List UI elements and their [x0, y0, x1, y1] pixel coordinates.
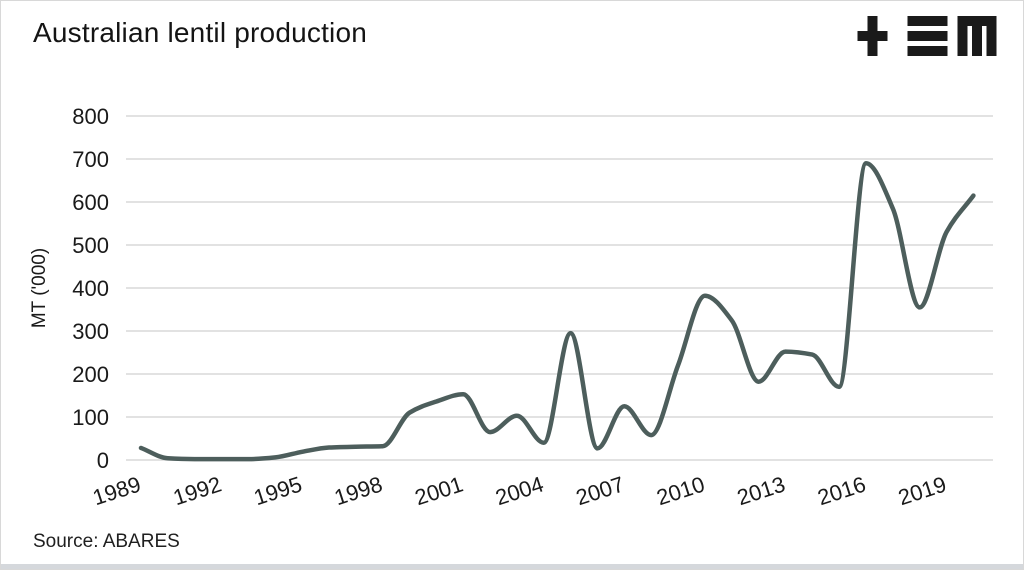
tem-logo-icon: [857, 16, 997, 56]
x-tick-label: 2010: [653, 471, 707, 510]
plus-glyph: [857, 16, 888, 56]
y-tick-label: 700: [72, 147, 109, 172]
y-tick-label: 300: [72, 319, 109, 344]
bottom-accent-bar: [1, 564, 1023, 569]
x-tick-label: 1998: [331, 471, 385, 510]
m-glyph: [957, 16, 997, 56]
y-tick-label: 500: [72, 233, 109, 258]
y-tick-label: 0: [97, 448, 109, 473]
production-line: [138, 161, 976, 462]
y-tick-label: 400: [72, 276, 109, 301]
x-tick-label: 1989: [90, 471, 144, 510]
x-tick-label: 2001: [412, 471, 466, 510]
x-tick-label: 2016: [814, 471, 868, 510]
x-tick-label: 1995: [251, 471, 305, 510]
x-tick-label: 2004: [492, 471, 546, 510]
y-tick-label: 200: [72, 362, 109, 387]
y-tick-label: 100: [72, 405, 109, 430]
x-tick-label: 2013: [734, 471, 788, 510]
triple-bar-glyph: [907, 16, 948, 56]
x-tick-label: 2007: [573, 471, 627, 510]
y-tick-label: 600: [72, 190, 109, 215]
x-tick-label: 1992: [170, 471, 224, 510]
source-note: Source: ABARES: [33, 531, 180, 552]
y-axis-title: MT ('000): [29, 248, 50, 328]
x-tick-label: 2019: [895, 471, 949, 510]
chart-title: Australian lentil production: [33, 17, 368, 48]
y-tick-label: 800: [72, 104, 109, 129]
